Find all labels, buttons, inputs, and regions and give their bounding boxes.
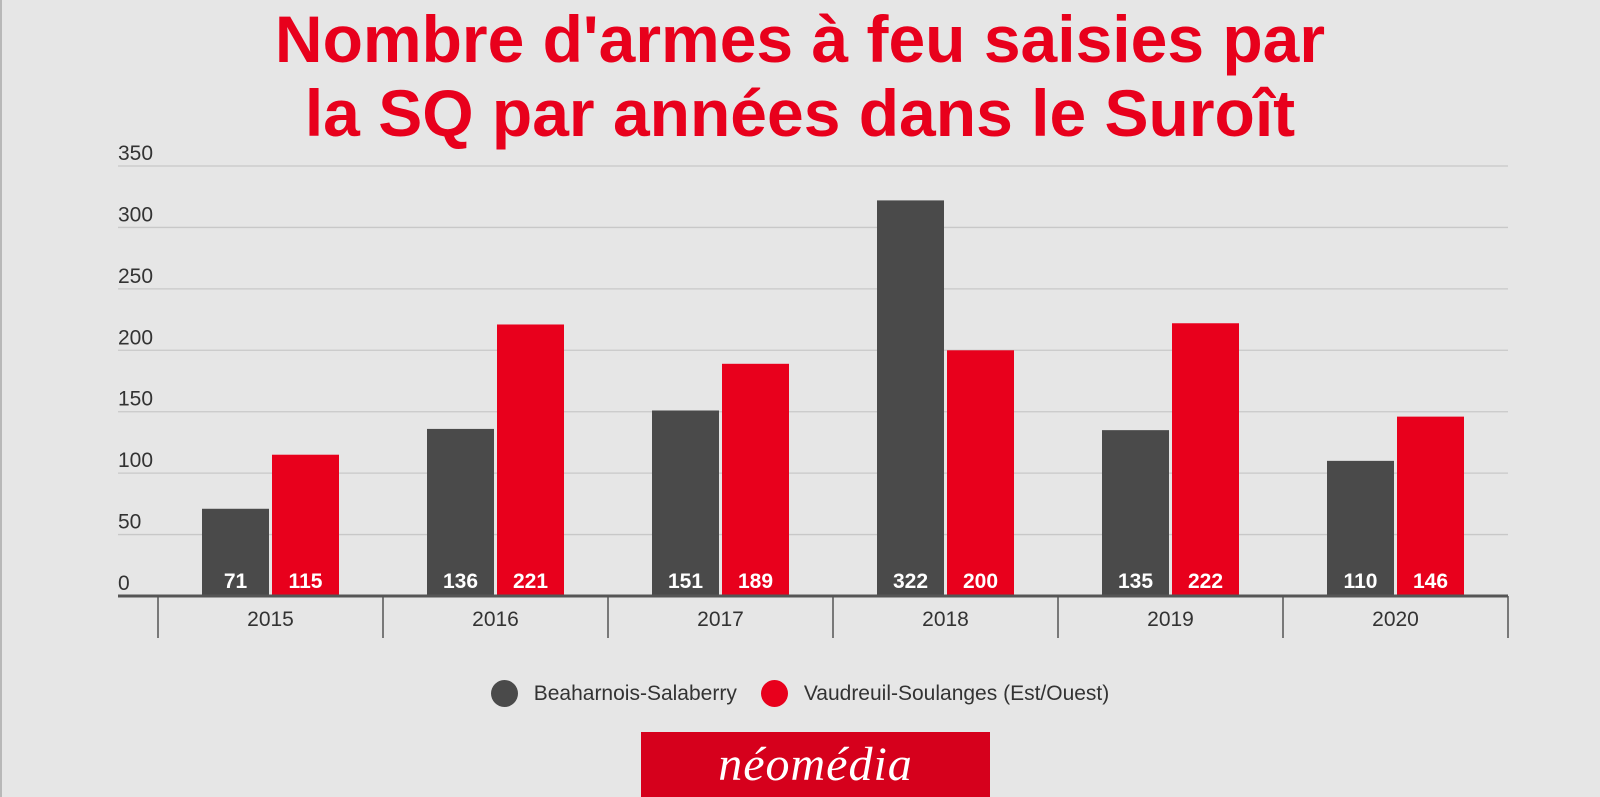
y-tick-label: 50 (118, 511, 141, 534)
bar (947, 350, 1014, 596)
y-tick-label: 100 (118, 449, 153, 472)
y-tick-label: 0 (118, 572, 130, 595)
data-label: 221 (513, 570, 548, 593)
x-tick-label: 2016 (472, 608, 519, 631)
x-tick-label: 2020 (1372, 608, 1419, 631)
data-label: 151 (668, 570, 703, 593)
legend-item-vaudreuil: Vaudreuil-Soulanges (Est/Ouest) (760, 680, 1110, 707)
left-border (0, 0, 2, 797)
y-tick-label: 300 (118, 203, 153, 226)
x-tick-label: 2019 (1147, 608, 1194, 631)
data-label: 136 (443, 570, 478, 593)
bar (497, 324, 564, 596)
bar (877, 200, 944, 596)
chart-title-line1: Nombre d'armes à feu saisies par (274, 2, 1326, 76)
data-label: 135 (1118, 570, 1153, 593)
bar (1102, 430, 1169, 596)
data-label: 189 (738, 570, 773, 593)
data-label: 115 (289, 570, 323, 593)
legend-label-vaudreuil: Vaudreuil-Soulanges (Est/Ouest) (803, 681, 1110, 705)
logo-text: néomédia (718, 738, 913, 791)
bar (652, 410, 719, 596)
x-tick-label: 2018 (922, 608, 969, 631)
data-label: 222 (1188, 570, 1223, 593)
y-tick-label: 350 (118, 142, 153, 165)
y-tick-label: 200 (118, 326, 153, 349)
data-label: 110 (1344, 570, 1378, 593)
legend-swatch-red (760, 680, 788, 707)
bar (722, 363, 789, 596)
data-label: 322 (893, 570, 928, 593)
x-tick-label: 2017 (697, 608, 744, 631)
bar (272, 454, 339, 596)
bar (1327, 460, 1394, 596)
bar (202, 508, 269, 596)
legend-item-beauharnois: Beaharnois-Salaberry (490, 680, 737, 707)
bar (427, 428, 494, 596)
bar (1397, 416, 1464, 596)
neomedia-logo: néomédia (641, 732, 990, 797)
chart-title: Nombre d'armes à feu saisies par la SQ p… (0, 2, 1600, 150)
legend-swatch-dark (490, 680, 518, 707)
y-tick-label: 150 (118, 388, 153, 411)
y-tick-label: 250 (118, 265, 153, 288)
data-label: 71 (224, 570, 248, 593)
data-label: 146 (1413, 570, 1448, 593)
data-label: 200 (963, 570, 998, 593)
chart-title-line2: la SQ par années dans le Suroît (304, 76, 1296, 150)
legend: Beaharnois-Salaberry Vaudreuil-Soulanges… (0, 680, 1600, 707)
legend-label-beauharnois: Beaharnois-Salaberry (533, 681, 737, 705)
x-tick-label: 2015 (247, 608, 294, 631)
bar (1172, 323, 1239, 596)
